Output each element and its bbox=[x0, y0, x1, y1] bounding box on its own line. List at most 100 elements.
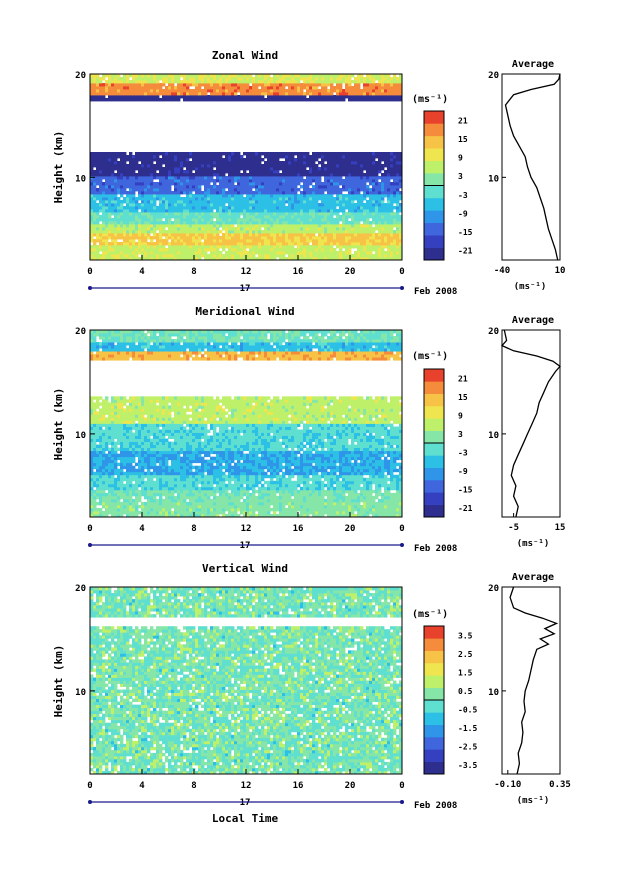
heatmap-cell bbox=[144, 248, 148, 252]
heatmap-cell bbox=[399, 230, 403, 234]
heatmap-cell bbox=[231, 504, 235, 509]
heatmap-cell bbox=[120, 504, 124, 509]
heatmap-cell bbox=[399, 218, 403, 222]
heatmap-cell bbox=[150, 77, 154, 81]
heatmap-cell bbox=[387, 158, 391, 162]
heatmap-cell bbox=[294, 92, 298, 96]
panel-zonal: Zonal Wind Height (km) (ms⁻¹) Feb 2008 1… bbox=[52, 49, 554, 297]
heatmap-cell bbox=[102, 164, 106, 168]
heatmap-cell bbox=[204, 185, 208, 189]
heatmap-cell bbox=[168, 164, 172, 168]
heatmap-cell bbox=[108, 185, 112, 189]
heatmap-cell bbox=[348, 176, 352, 180]
heatmap-cell bbox=[216, 224, 220, 228]
heatmap-cell bbox=[93, 209, 97, 213]
heatmap-cell bbox=[327, 504, 331, 509]
heatmap-cell bbox=[207, 185, 211, 189]
heatmap-cell bbox=[246, 98, 250, 102]
heatmap-cell bbox=[267, 233, 271, 237]
heatmap-cell bbox=[225, 182, 229, 186]
heatmap-cell bbox=[231, 230, 235, 234]
heatmap-cell bbox=[141, 176, 145, 180]
heatmap-cell bbox=[222, 254, 226, 258]
heatmap-cell bbox=[213, 507, 217, 512]
heatmap-cell bbox=[174, 155, 178, 159]
heatmap-cell bbox=[384, 251, 388, 255]
heatmap-cell bbox=[255, 197, 259, 201]
heatmap-cell bbox=[252, 230, 256, 234]
heatmap-cell bbox=[225, 185, 229, 189]
heatmap-cell bbox=[366, 209, 370, 213]
heatmap-cell bbox=[102, 197, 106, 201]
heatmap-cell bbox=[192, 89, 196, 93]
heatmap-cell bbox=[240, 248, 244, 252]
heatmap-cell bbox=[216, 251, 220, 255]
heatmap-cell bbox=[357, 161, 361, 165]
heatmap-cell bbox=[288, 161, 292, 165]
heatmap-cell bbox=[327, 251, 331, 255]
heatmap-cell bbox=[117, 173, 121, 177]
heatmap-cell bbox=[117, 92, 121, 96]
heatmap-cell bbox=[261, 77, 265, 81]
heatmap-cell bbox=[228, 182, 232, 186]
heatmap-cell bbox=[102, 221, 106, 225]
heatmap-cell bbox=[315, 236, 319, 240]
heatmap-cell bbox=[264, 215, 268, 219]
heatmap-cell bbox=[162, 185, 166, 189]
heatmap-cell bbox=[210, 510, 214, 515]
heatmap-cell bbox=[141, 182, 145, 186]
heatmap-cell bbox=[375, 221, 379, 225]
heatmap-cell bbox=[366, 83, 370, 87]
heatmap-cell bbox=[381, 77, 385, 81]
heatmap-cell bbox=[339, 215, 343, 219]
heatmap-cell bbox=[345, 221, 349, 225]
heatmap-cell bbox=[162, 152, 166, 156]
heatmap-cell bbox=[345, 170, 349, 174]
heatmap-cell bbox=[315, 507, 319, 512]
heatmap-cell bbox=[216, 179, 220, 183]
heatmap-cell bbox=[300, 218, 304, 222]
heatmap-cell bbox=[273, 507, 277, 512]
heatmap-cell bbox=[273, 212, 277, 216]
heatmap-cell bbox=[186, 236, 190, 240]
heatmap-cell bbox=[96, 513, 100, 518]
heatmap-cell bbox=[318, 155, 322, 159]
heatmap-cell bbox=[162, 233, 166, 237]
heatmap-cell bbox=[198, 194, 202, 198]
heatmap-cell bbox=[213, 239, 217, 243]
heatmap-cell bbox=[186, 152, 190, 156]
heatmap-cell bbox=[270, 83, 274, 87]
heatmap-cell bbox=[312, 164, 316, 168]
heatmap-cell bbox=[396, 80, 400, 84]
heatmap-cell bbox=[276, 504, 280, 509]
heatmap-cell bbox=[372, 170, 376, 174]
heatmap-cell bbox=[312, 203, 316, 207]
heatmap-cell bbox=[252, 194, 256, 198]
heatmap-cell bbox=[321, 89, 325, 93]
heatmap-cell bbox=[126, 179, 130, 183]
heatmap-cell bbox=[351, 194, 355, 198]
heatmap-cell bbox=[291, 164, 295, 168]
heatmap-cell bbox=[189, 92, 193, 96]
heatmap-cell bbox=[120, 92, 124, 96]
heatmap-cell bbox=[390, 507, 394, 512]
heatmap-cell bbox=[198, 245, 202, 249]
heatmap-cell bbox=[105, 74, 109, 78]
heatmap-cell bbox=[309, 194, 313, 198]
heatmap-cell bbox=[294, 173, 298, 177]
heatmap-cell bbox=[180, 239, 184, 243]
heatmap-cell bbox=[126, 206, 130, 210]
heatmap-cell bbox=[228, 507, 232, 512]
heatmap-cell bbox=[363, 191, 367, 195]
heatmap-cell bbox=[297, 507, 301, 512]
heatmap-cell bbox=[138, 221, 142, 225]
heatmap-cell bbox=[264, 236, 268, 240]
heatmap-cell bbox=[303, 206, 307, 210]
heatmap-cell bbox=[138, 170, 142, 174]
heatmap-cell bbox=[396, 182, 400, 186]
heatmap-cell bbox=[216, 164, 220, 168]
heatmap-cell bbox=[345, 504, 349, 509]
heatmap-cell bbox=[228, 230, 232, 234]
heatmap-cell bbox=[219, 215, 223, 219]
heatmap-cell bbox=[279, 191, 283, 195]
